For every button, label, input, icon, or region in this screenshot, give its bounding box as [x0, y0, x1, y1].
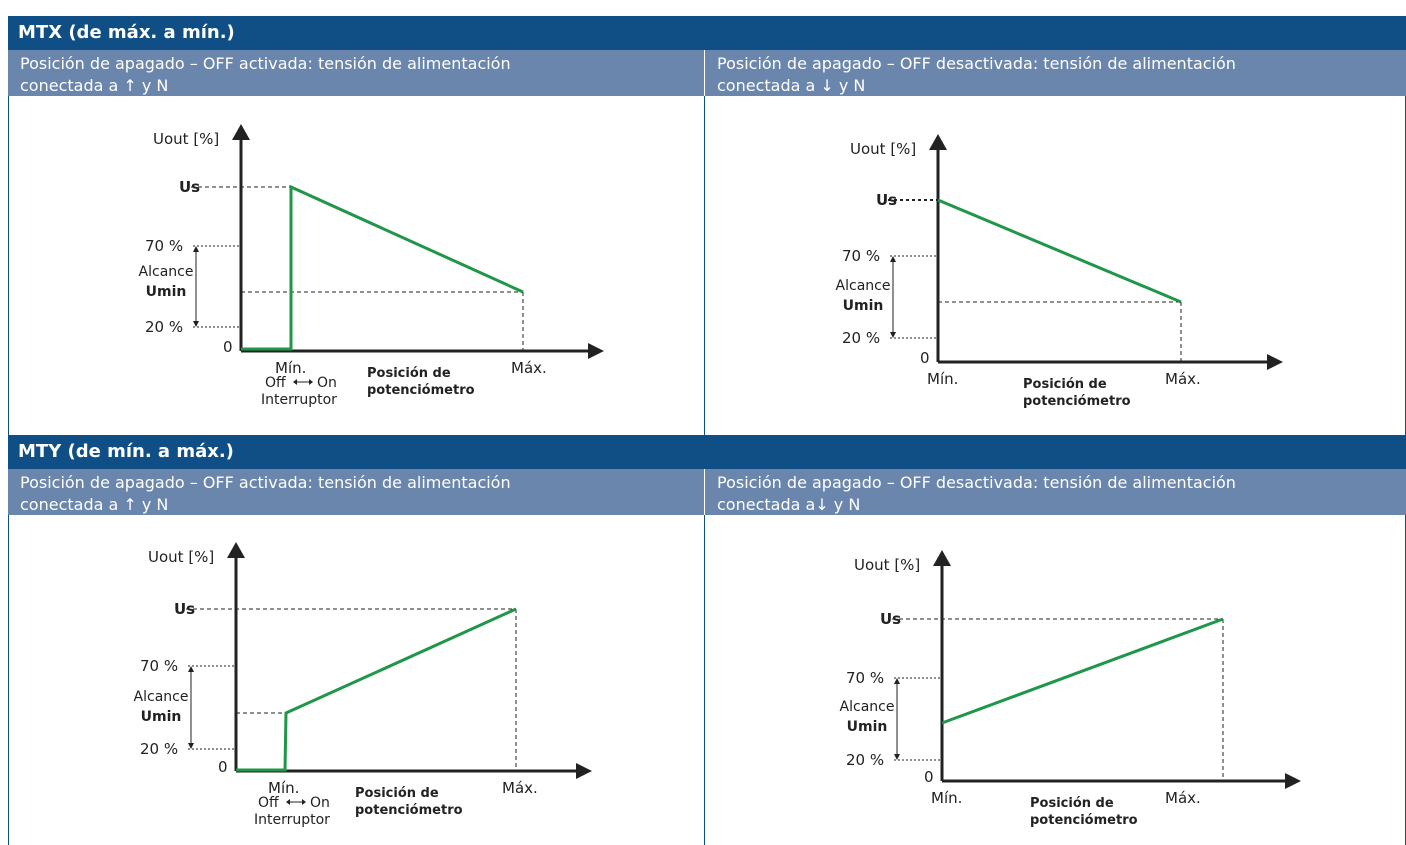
tick-label-70: 70 %: [842, 247, 880, 265]
alcance-label: Alcance: [840, 699, 895, 715]
alcance-label: Alcance: [836, 278, 891, 294]
interruptor-label: Interruptor: [261, 392, 337, 408]
caption-line-2: conectada a↓ y N: [717, 495, 861, 514]
origin-label: 0: [223, 338, 233, 356]
caption-line-1: Posición de apagado – OFF activada: tens…: [20, 54, 511, 73]
min-label: Mín.: [275, 359, 306, 377]
origin-label: 0: [924, 768, 934, 786]
y-axis-label: Uout [%]: [850, 140, 916, 158]
umin-label: Umin: [146, 284, 187, 300]
y-axis-arrowhead: [933, 550, 951, 566]
y-axis-label: Uout [%]: [148, 548, 214, 566]
us-label: Us: [880, 610, 901, 628]
caption-line-1: Posición de apagado – OFF activada: tens…: [20, 473, 511, 492]
alcance-label: Alcance: [139, 264, 194, 280]
diagram-mtx-off-activated: Uout [%] Us 70 % 20 % 0 Alcance Umin Mín. Máx. Po…: [139, 124, 604, 408]
tick-label-70: 70 %: [140, 657, 178, 675]
origin-label: 0: [920, 349, 930, 367]
interruptor-label: Interruptor: [254, 812, 330, 828]
min-label: Mín.: [927, 370, 958, 388]
range-arrowhead-bottom: [188, 743, 194, 749]
caption-line-2: conectada a ↓ y N: [717, 76, 866, 95]
x-axis-arrowhead: [588, 343, 604, 359]
alcance-label: Alcance: [134, 689, 189, 705]
tick-label-70: 70 %: [145, 237, 183, 255]
switch-arrowhead-left: [286, 799, 290, 805]
position-label-line-1: Posición de: [1023, 377, 1107, 392]
tick-label-20: 20 %: [145, 318, 183, 336]
position-label-line-1: Posición de: [1030, 796, 1114, 811]
caption-mty-off-deactivated: Posición de apagado – OFF desactivada: t…: [705, 469, 1406, 515]
position-label-line-2: potenciómetro: [367, 383, 475, 398]
max-label: Máx.: [502, 779, 538, 797]
caption-line-2: conectada a ↑ y N: [20, 495, 169, 514]
x-axis-arrowhead: [576, 763, 592, 779]
caption-line-2: conectada a ↑ y N: [20, 76, 169, 95]
range-arrowhead-bottom: [193, 321, 199, 327]
x-axis-arrowhead: [1285, 773, 1301, 789]
range-arrowhead-bottom: [894, 754, 900, 760]
y-axis-arrowhead: [232, 124, 250, 140]
position-label-line-2: potenciómetro: [1030, 813, 1138, 828]
position-label-line-2: potenciómetro: [1023, 394, 1131, 409]
umin-label: Umin: [843, 298, 884, 314]
output-curve: [241, 184, 524, 351]
min-label: Mín.: [931, 789, 962, 807]
y-axis-label: Uout [%]: [854, 556, 920, 574]
range-arrowhead-top: [890, 256, 896, 262]
range-arrowhead-top: [188, 666, 194, 672]
tick-label-20: 20 %: [140, 740, 178, 758]
diagram-mty-off-activated: Uout [%] Us 70 % 20 % 0 Alcance Umin Mín. Máx. Po…: [134, 542, 592, 828]
diagram-mtx-off-deactivated: Uout [%] Us 70 % 20 % 0 Alcance Umin Mín. Máx. Po…: [836, 134, 1283, 409]
tick-label-20: 20 %: [842, 329, 880, 347]
switch-on-label: On: [317, 375, 337, 391]
section-header-mty: MTY (de mín. a máx.): [8, 435, 1406, 469]
caption-line-1: Posición de apagado – OFF desactivada: t…: [717, 54, 1236, 73]
section-header-mtx: MTX (de máx. a mín.): [8, 16, 1406, 50]
output-curve: [937, 198, 1182, 304]
diagram-mty-off-deactivated: Uout [%] Us 70 % 20 % 0 Alcance Umin Mín. Máx. Po…: [840, 550, 1301, 828]
switch-arrowhead-right: [302, 799, 306, 805]
caption-mtx-off-deactivated: Posición de apagado – OFF desactivada: t…: [705, 50, 1406, 96]
tick-label-70: 70 %: [846, 669, 884, 687]
range-arrowhead-top: [894, 678, 900, 684]
position-label-line-2: potenciómetro: [355, 803, 463, 818]
y-axis-arrowhead: [227, 542, 245, 558]
switch-off-label: Off: [258, 795, 279, 811]
position-label-line-1: Posición de: [367, 366, 451, 381]
table-border-left: [8, 96, 9, 435]
table-border-middle: [704, 96, 705, 435]
output-curve: [941, 617, 1224, 725]
max-label: Máx.: [1165, 789, 1201, 807]
tick-label-20: 20 %: [846, 751, 884, 769]
switch-arrowhead-left: [293, 379, 297, 385]
output-curve: [236, 607, 517, 772]
caption-mtx-off-activated: Posición de apagado – OFF activada: tens…: [8, 50, 704, 96]
y-axis-arrowhead: [929, 134, 947, 150]
range-arrowhead-bottom: [890, 332, 896, 338]
umin-label: Umin: [847, 719, 888, 735]
table-border-left: [8, 515, 9, 845]
max-label: Máx.: [511, 359, 547, 377]
position-label-line-1: Posición de: [355, 786, 439, 801]
us-label: Us: [174, 600, 195, 618]
umin-label: Umin: [141, 709, 182, 725]
range-arrowhead-top: [193, 246, 199, 252]
origin-label: 0: [218, 758, 228, 776]
us-label: Us: [876, 191, 897, 209]
switch-arrowhead-right: [309, 379, 313, 385]
x-axis-arrowhead: [1267, 354, 1283, 370]
us-label: Us: [179, 178, 200, 196]
min-label: Mín.: [268, 779, 299, 797]
caption-line-1: Posición de apagado – OFF desactivada: t…: [717, 473, 1236, 492]
switch-on-label: On: [310, 795, 330, 811]
caption-mty-off-activated: Posición de apagado – OFF activada: tens…: [8, 469, 704, 515]
table-border-middle: [704, 515, 705, 845]
max-label: Máx.: [1165, 370, 1201, 388]
y-axis-label: Uout [%]: [153, 130, 219, 148]
switch-off-label: Off: [265, 375, 286, 391]
